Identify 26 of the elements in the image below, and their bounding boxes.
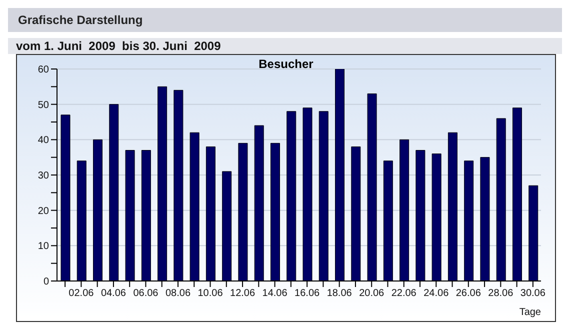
x-tick-label: 20.06: [359, 288, 385, 300]
x-tick-label: 10.06: [198, 288, 224, 300]
y-tick-label: 20: [38, 206, 50, 217]
x-tick-label: 14.06: [262, 288, 288, 300]
x-tick-label: 18.06: [326, 288, 352, 300]
x-tick-label: 12.06: [230, 288, 256, 300]
x-tick-label: 22.06: [391, 288, 417, 300]
x-tick-label: 08.06: [165, 288, 191, 300]
x-tick-label: 30.06: [520, 288, 546, 300]
x-tick-label: 04.06: [100, 288, 126, 300]
y-tick-label: 10: [38, 241, 50, 252]
x-tick-label: 02.06: [68, 288, 94, 300]
y-tick-label: 60: [38, 64, 50, 76]
y-tick-label: 50: [38, 100, 50, 111]
annotation: Besucher: [258, 57, 314, 71]
chart-subtitle: vom 1. Juni 2009 bis 30. Juni 2009: [8, 38, 562, 54]
x-tick-label: 16.06: [294, 288, 320, 300]
y-tick-label: 0: [43, 276, 50, 288]
x-axis-title: Tage: [519, 307, 542, 318]
x-tick-label: 24.06: [424, 288, 450, 300]
chart-title: Grafische Darstellung: [8, 8, 562, 32]
x-tick-label: 28.06: [488, 288, 514, 300]
y-tick-label: 30: [38, 170, 50, 182]
x-tick-label: 06.06: [133, 288, 159, 300]
y-tick-label: 40: [38, 135, 50, 146]
x-tick-label: 26.06: [456, 288, 482, 300]
